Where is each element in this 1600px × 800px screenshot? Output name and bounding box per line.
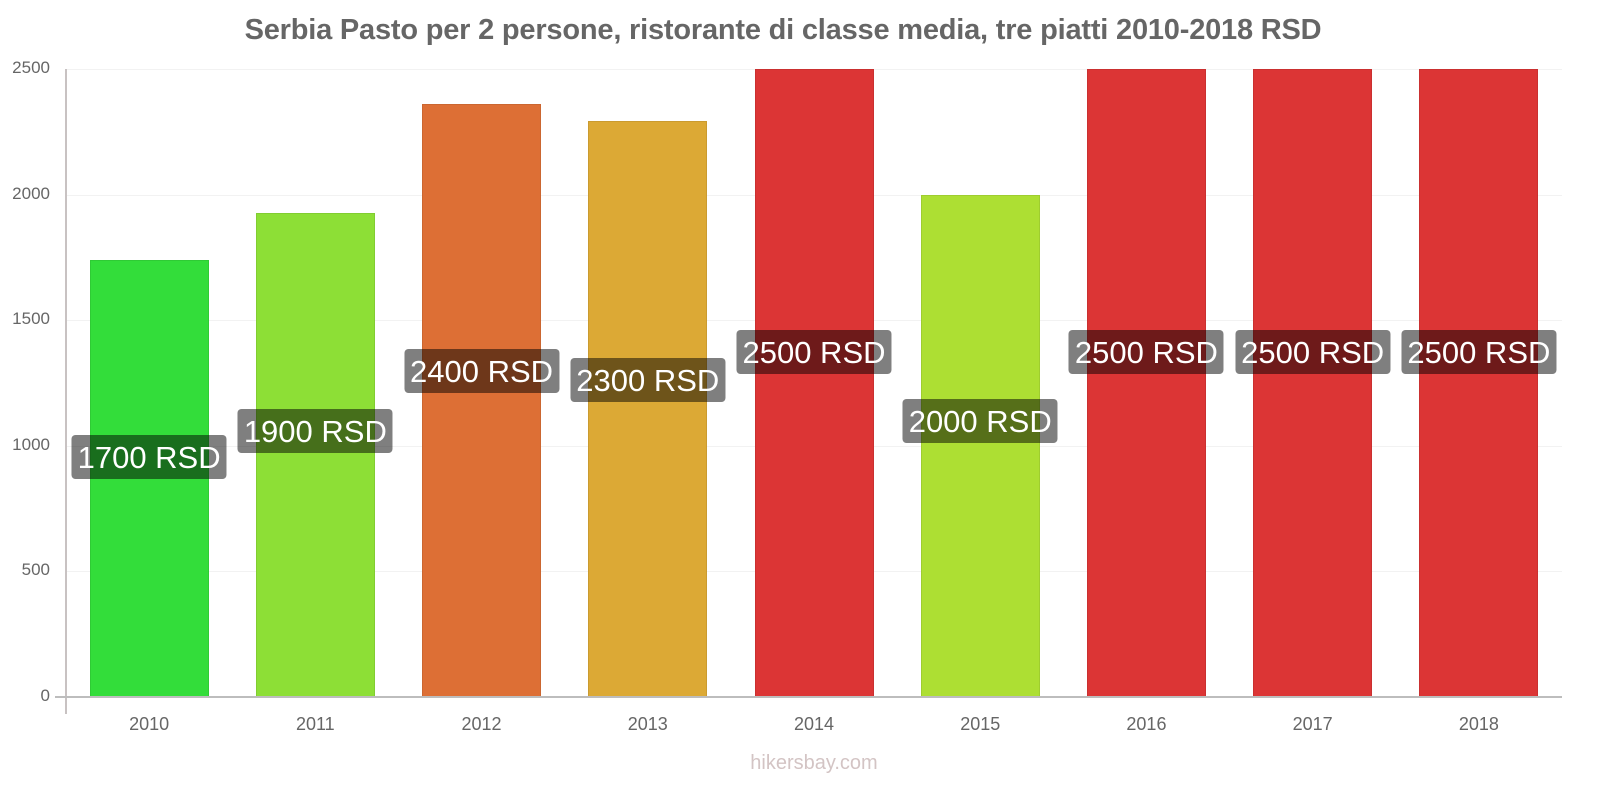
watermark: hikersbay.com [750, 752, 878, 774]
y-tick-label: 1000 [12, 434, 50, 454]
x-tick-label: 2010 [129, 714, 170, 734]
data-label: 2000 RSD [902, 398, 1058, 443]
data-label: 2400 RSD [404, 348, 560, 393]
data-label: 1900 RSD [237, 409, 393, 454]
x-tick-label: 2013 [627, 714, 668, 734]
x-tick-label: 2014 [793, 714, 835, 734]
y-tick-label: 2000 [12, 183, 50, 203]
x-tick-label: 2015 [960, 714, 1001, 734]
bar-2012[interactable] [422, 104, 542, 697]
x-tick-label: 2018 [1458, 714, 1499, 734]
bar-2016[interactable] [1086, 69, 1206, 697]
chart-title: Serbia Pasto per 2 persone, ristorante d… [244, 14, 1322, 46]
y-tick-label: 500 [21, 560, 50, 580]
x-tick-label: 2016 [1126, 714, 1167, 734]
x-tick-label: 2011 [295, 714, 335, 734]
plot-area [66, 69, 1562, 698]
data-label: 2500 RSD [1401, 329, 1557, 374]
x-axis-line [55, 696, 1562, 698]
bar-2017[interactable] [1253, 69, 1373, 697]
x-tick-label: 2012 [461, 714, 502, 734]
bar-2013[interactable] [588, 120, 708, 697]
y-tick-label: 1500 [12, 309, 50, 329]
bar-2011[interactable] [255, 213, 375, 697]
data-label: 1700 RSD [71, 434, 227, 479]
data-label: 2300 RSD [570, 357, 726, 402]
y-tick-label: 0 [40, 686, 50, 705]
y-axis-line [65, 69, 67, 714]
bar-2018[interactable] [1419, 69, 1539, 697]
y-tick-label: 2500 [12, 58, 50, 77]
x-tick-label: 2017 [1292, 714, 1333, 734]
data-label: 2500 RSD [1068, 329, 1224, 374]
data-label: 2500 RSD [1235, 329, 1391, 374]
bar-2014[interactable] [754, 69, 874, 697]
data-label: 2500 RSD [736, 329, 892, 374]
bar-2015[interactable] [920, 194, 1040, 697]
